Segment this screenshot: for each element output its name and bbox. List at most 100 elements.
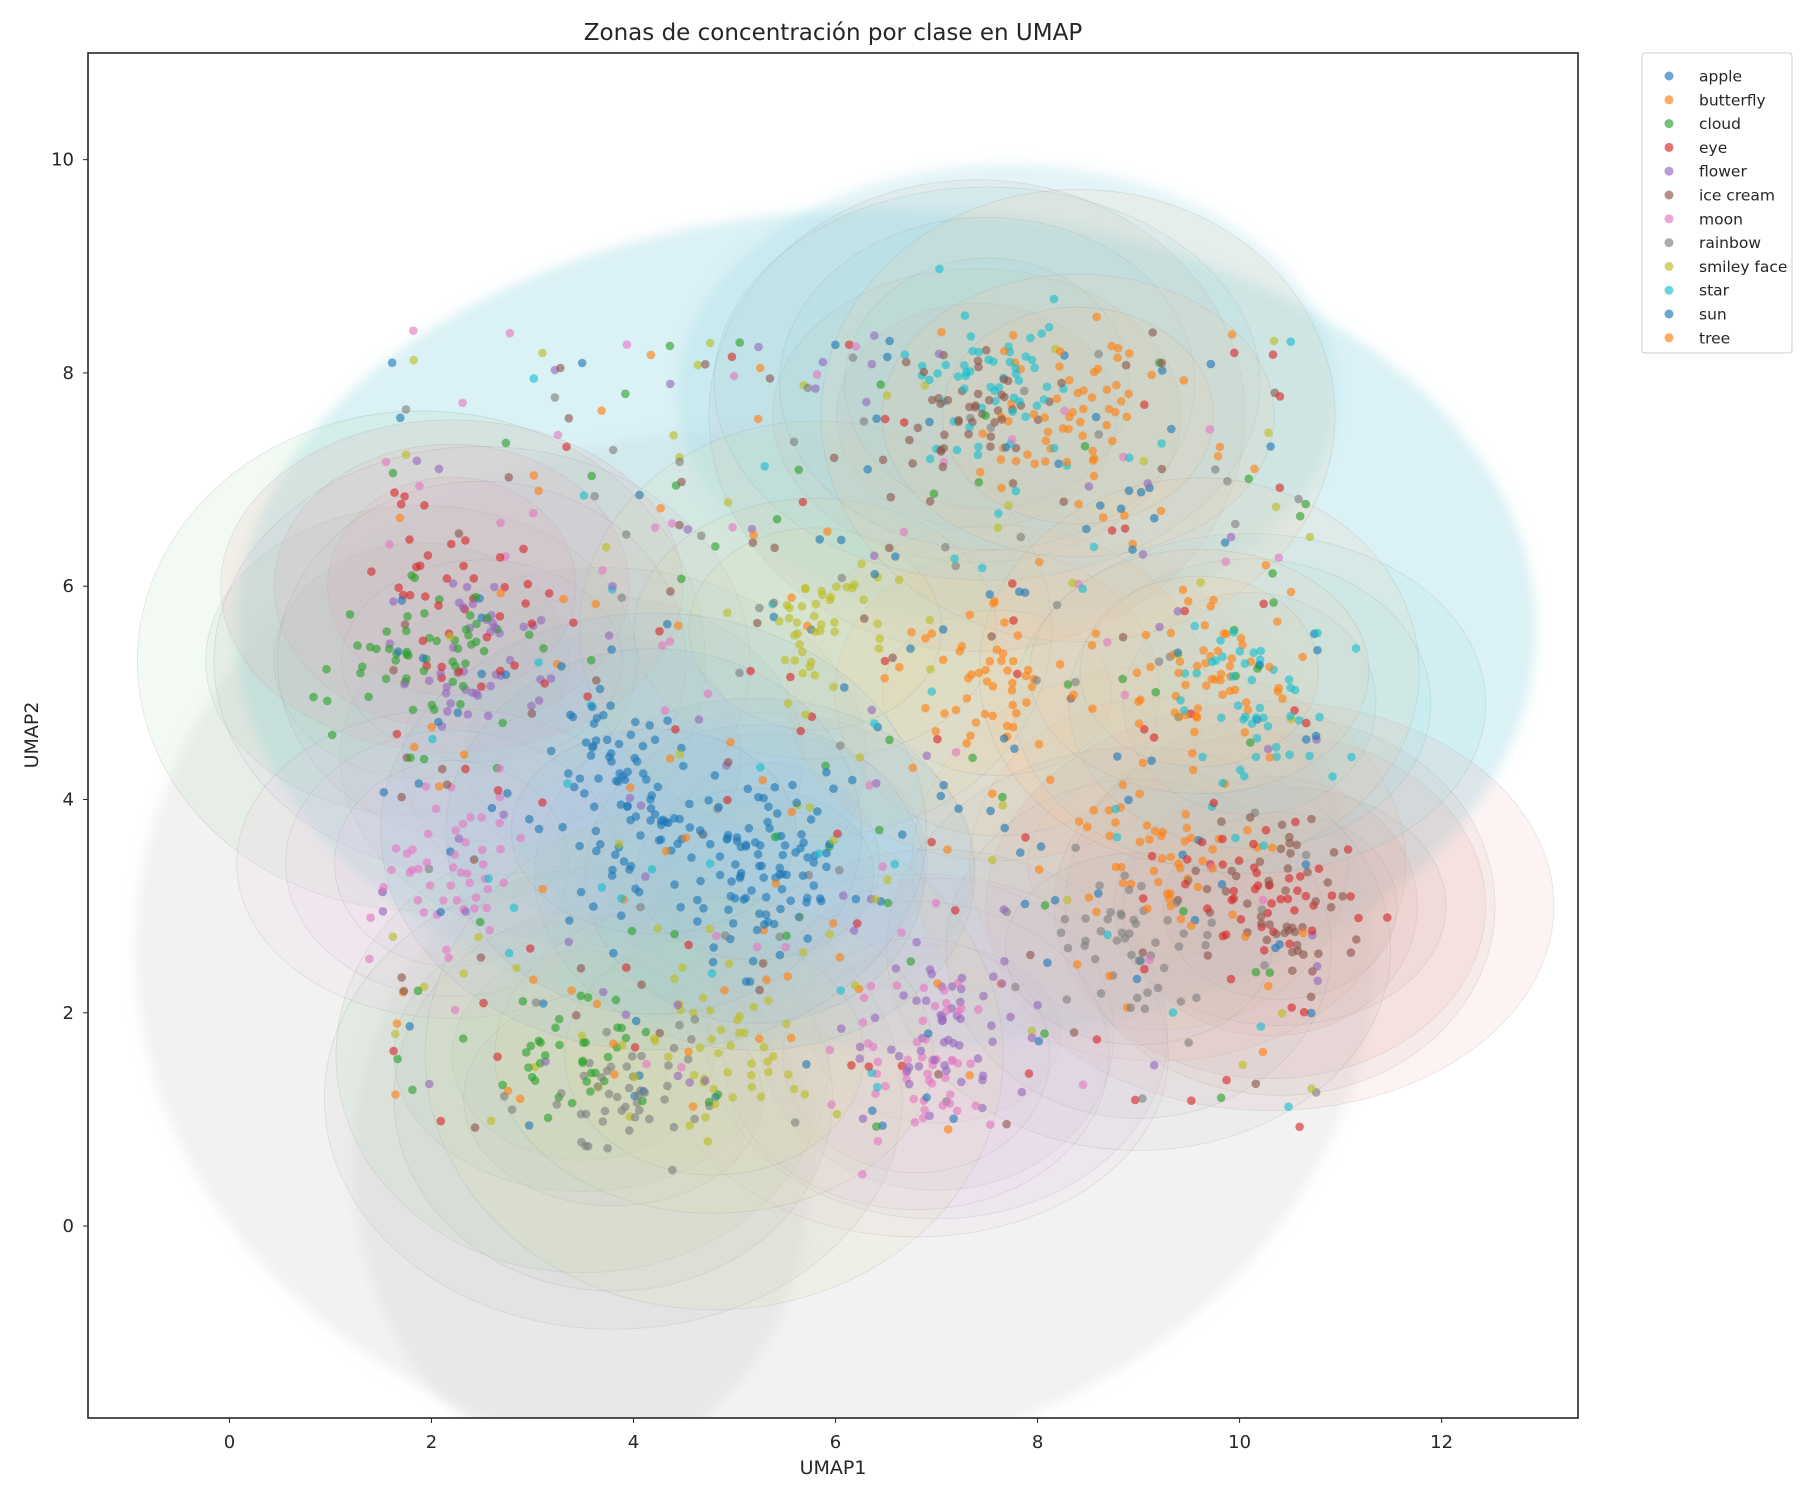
data-point: [636, 831, 645, 840]
data-point: [1277, 820, 1287, 830]
data-point: [1231, 871, 1241, 881]
data-point: [1226, 532, 1236, 542]
data-point: [1140, 964, 1149, 974]
data-point: [567, 986, 576, 995]
data-point: [389, 1046, 398, 1056]
data-point: [974, 1005, 983, 1014]
data-point: [690, 1015, 700, 1024]
data-point: [504, 473, 514, 482]
data-point: [1298, 928, 1308, 938]
data-point: [607, 871, 617, 880]
data-point: [1229, 886, 1239, 896]
data-point: [1223, 476, 1232, 486]
data-point: [943, 845, 952, 854]
data-point: [858, 1018, 868, 1027]
data-point: [762, 975, 771, 984]
data-point: [1188, 748, 1197, 758]
data-point: [621, 1102, 630, 1112]
data-point: [941, 360, 951, 370]
data-point: [927, 629, 936, 638]
data-point: [1272, 929, 1281, 939]
data-point: [900, 350, 910, 360]
data-point: [1081, 936, 1090, 946]
data-point: [1299, 950, 1308, 959]
data-point: [581, 1109, 591, 1119]
data-point: [857, 559, 866, 568]
data-point: [420, 609, 429, 618]
data-point: [849, 926, 859, 935]
data-point: [1083, 822, 1092, 832]
data-point: [421, 782, 431, 791]
data-point: [1192, 668, 1201, 678]
data-point: [783, 699, 793, 708]
data-point: [756, 763, 765, 772]
data-point: [829, 784, 838, 793]
data-point: [810, 670, 820, 680]
data-point: [971, 718, 981, 727]
data-point: [966, 1059, 975, 1068]
data-point: [871, 1089, 880, 1098]
data-point: [1120, 690, 1130, 700]
data-point: [1007, 686, 1017, 695]
data-point: [538, 884, 547, 894]
data-point: [788, 780, 797, 790]
data-point: [451, 826, 461, 835]
data-point: [461, 764, 470, 774]
data-point: [1147, 756, 1156, 765]
data-points: [309, 264, 1392, 1179]
data-point: [482, 903, 492, 913]
data-point: [792, 798, 801, 808]
data-point: [966, 332, 976, 341]
data-point: [665, 637, 675, 646]
data-point: [797, 830, 806, 839]
data-point: [675, 520, 684, 530]
data-point: [1093, 364, 1103, 374]
data-point: [1249, 648, 1258, 657]
data-point: [572, 1011, 581, 1020]
data-point: [1122, 412, 1132, 422]
data-point: [892, 981, 902, 990]
data-point: [981, 345, 991, 355]
data-point: [442, 574, 452, 583]
data-point: [465, 878, 475, 888]
data-point: [478, 860, 488, 869]
data-point: [521, 1048, 531, 1057]
data-point: [731, 860, 740, 869]
data-point: [1055, 362, 1064, 371]
data-point: [796, 726, 805, 736]
data-point: [592, 676, 601, 685]
data-point: [991, 396, 1000, 406]
data-point: [446, 881, 455, 890]
data-point: [1092, 312, 1101, 322]
data-point: [931, 727, 941, 736]
data-point: [928, 395, 937, 405]
data-point: [477, 845, 487, 855]
data-point: [635, 490, 644, 500]
data-point: [650, 735, 660, 744]
data-point: [663, 716, 672, 725]
data-point: [933, 979, 942, 988]
data-point: [1218, 860, 1227, 869]
data-point: [1287, 1003, 1296, 1012]
data-point: [1136, 487, 1146, 497]
data-point: [865, 781, 874, 790]
data-point: [599, 987, 608, 997]
data-point: [1260, 961, 1269, 970]
data-point: [1023, 450, 1032, 459]
data-point: [809, 881, 819, 890]
density-zone: [584, 724, 925, 1024]
data-point: [390, 1029, 400, 1039]
data-point: [1203, 930, 1212, 940]
data-point: [1078, 1080, 1088, 1089]
data-point: [736, 871, 745, 881]
data-point: [989, 357, 998, 366]
data-point: [1283, 894, 1293, 904]
data-point: [916, 1046, 926, 1056]
data-point: [1207, 918, 1216, 927]
data-point: [1078, 431, 1087, 441]
data-point: [986, 1120, 995, 1129]
data-point: [1238, 1060, 1247, 1070]
data-point: [1107, 526, 1117, 535]
data-point: [602, 1027, 611, 1037]
data-point: [458, 398, 467, 408]
